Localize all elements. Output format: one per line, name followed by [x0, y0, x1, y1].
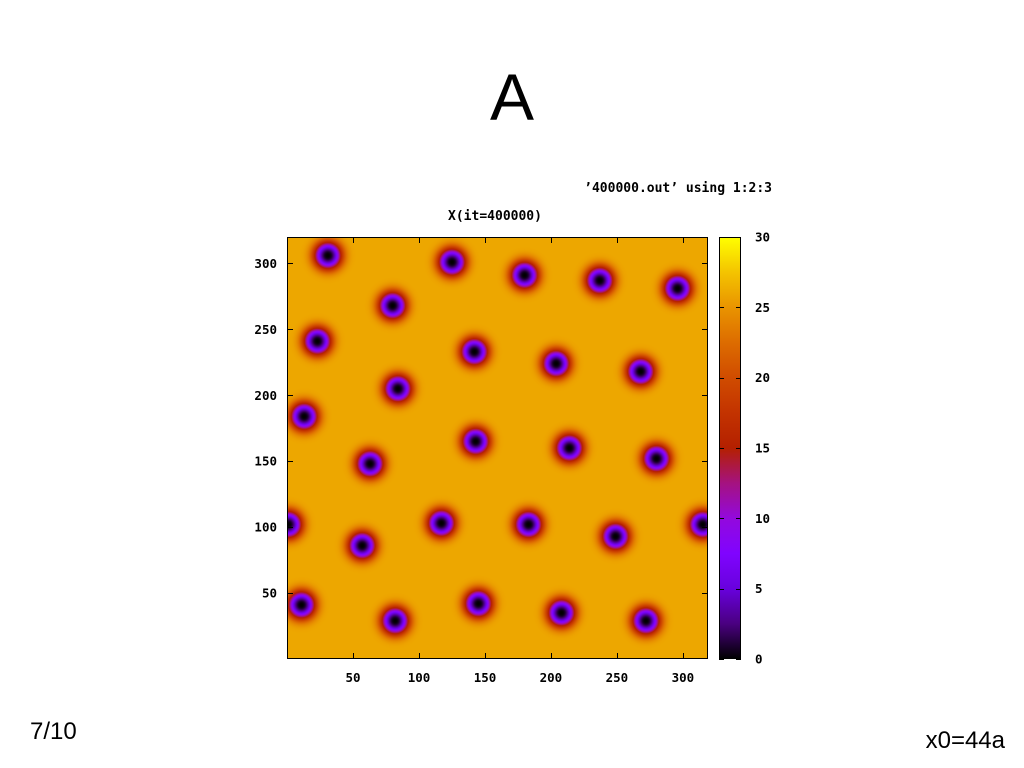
colorbar-tick-label: 30 — [755, 230, 770, 245]
x-tick-label: 200 — [540, 670, 563, 685]
y-tick-label: 100 — [254, 520, 277, 535]
x-tick-label: 50 — [345, 670, 360, 685]
page-number: 7/10 — [30, 718, 77, 745]
heatmap-minimum — [500, 496, 557, 553]
heatmap-minimum — [450, 575, 507, 632]
chart-key-label: ’400000.out’ using 1:2:3 — [584, 181, 772, 196]
colorbar-tick-label: 15 — [755, 441, 770, 456]
x-tick-label: 100 — [408, 670, 431, 685]
colorbar-tick-label: 10 — [755, 511, 770, 526]
tick-marks — [287, 237, 741, 660]
heatmap-minimum — [364, 277, 421, 334]
heatmap-minimum — [287, 388, 333, 445]
heatmap-minimum — [618, 592, 674, 649]
heatmap-minimum — [612, 343, 669, 400]
colorbar-tick-label: 5 — [755, 581, 763, 596]
heatmap-minimum — [674, 496, 708, 553]
y-tick-label: 150 — [254, 454, 277, 469]
heatmap-minima — [287, 237, 708, 649]
y-tick-label: 50 — [262, 586, 277, 601]
colorbar — [719, 237, 741, 659]
x-tick-label: 250 — [606, 670, 629, 685]
heatmap-minimum — [287, 576, 330, 633]
y-tick-label: 250 — [254, 322, 277, 337]
colorbar-tick-label: 25 — [755, 300, 770, 315]
y-tick-label: 300 — [254, 256, 277, 271]
colorbar-tick-label: 20 — [755, 370, 770, 385]
colorbar-tick-label: 0 — [755, 652, 763, 667]
y-tick-label: 200 — [254, 388, 277, 403]
heatmap-minimum — [628, 430, 685, 487]
heatmap-minimum — [299, 237, 356, 284]
slide-title: A — [489, 60, 535, 134]
heatmap-minimum — [289, 313, 346, 370]
heatmap-minimum — [369, 360, 426, 417]
footer-note: x0=44a — [925, 727, 1005, 754]
heatmap-minimum — [541, 420, 598, 476]
heatmap-minimum — [334, 517, 391, 574]
heatmap-minimum — [496, 247, 553, 304]
heatmap-minimum — [571, 252, 628, 309]
heatmap-minimum — [533, 584, 590, 641]
chart-title: X(it=400000) — [448, 209, 542, 224]
plot-border — [287, 237, 708, 659]
heatmap-minimum — [528, 335, 585, 392]
heatmap-field — [287, 237, 708, 659]
heatmap-minimum — [446, 323, 503, 380]
heatmap-minimum — [447, 413, 504, 470]
heatmap-minimum — [649, 260, 706, 317]
heatmap-minimum — [587, 508, 644, 565]
heatmap-minimum — [413, 495, 470, 552]
tick-labels: 50 100 150 200 250 300 50 100 150 200 250 300 0 5 10 15… — [254, 230, 770, 686]
heatmap-minimum — [424, 237, 480, 291]
heatmap-minimum — [342, 435, 399, 492]
heatmap-minimum — [367, 592, 424, 649]
x-tick-label: 150 — [474, 670, 497, 685]
heatmap-minimum — [287, 496, 317, 553]
x-tick-label: 300 — [672, 670, 695, 685]
